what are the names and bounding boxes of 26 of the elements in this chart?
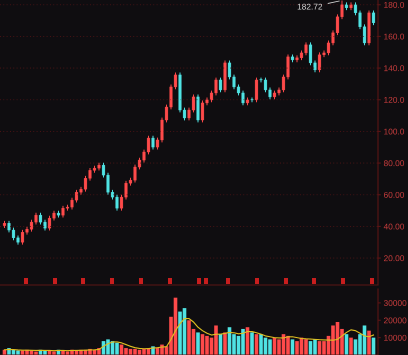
bar [218,334,222,355]
bar [349,338,353,355]
y-tick-label: 40.00 [384,224,404,230]
y-tick-label: 30000 [384,300,406,306]
annotation: 182.72 [298,4,322,10]
bar [2,350,6,355]
bar [223,332,227,355]
y-tick-label: 120.0 [384,96,404,103]
bar [367,330,371,355]
bar [196,332,200,355]
bar [250,332,254,355]
y-tick-label: 80.00 [384,160,404,166]
bar [372,338,376,355]
bar [344,334,348,355]
y-tick-label: 100.0 [384,128,404,135]
y-tick-label: 20000 [384,317,406,324]
bar [246,327,250,355]
y-tick-label: 180.0 [384,2,404,8]
y-tick-label: 10000 [384,334,406,341]
y-tick-label: 60.00 [384,192,404,198]
y-tick-label: 140.0 [384,65,404,72]
y-tick-label: 160.0 [384,34,404,40]
y-tick-label: 20.00 [384,255,404,262]
bar [290,339,294,355]
bar [254,334,258,355]
line-series [4,318,374,352]
